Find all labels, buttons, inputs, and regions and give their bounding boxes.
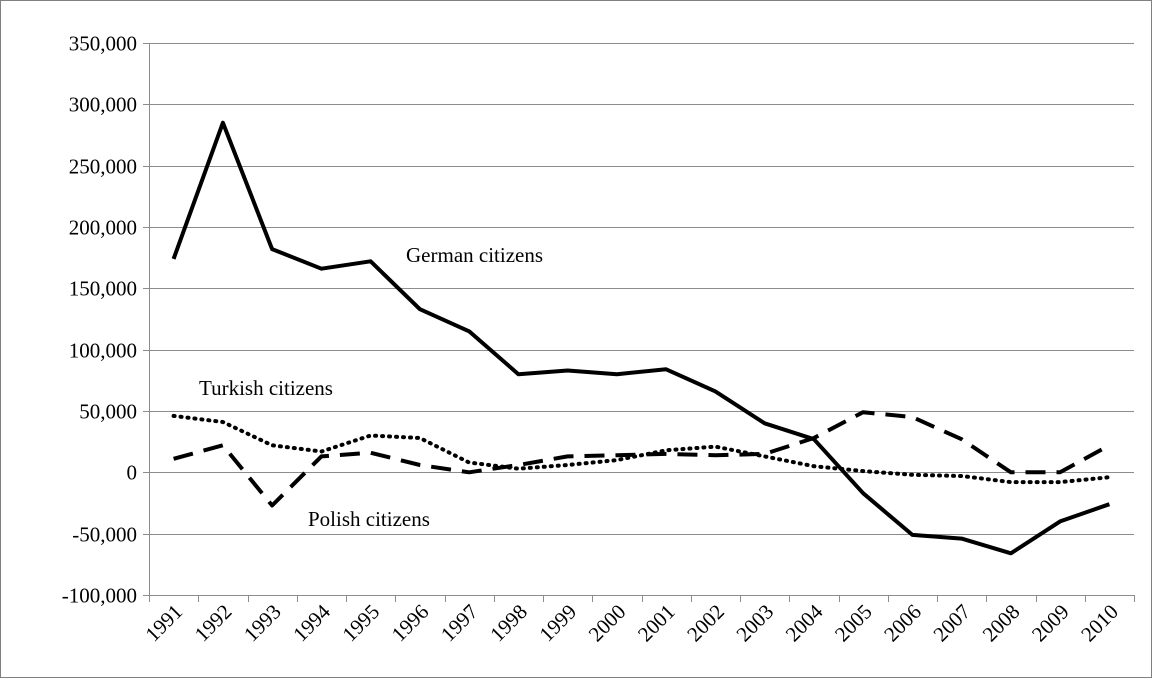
series-line-german-citizens [171, 120, 1111, 556]
series-line-polish-citizens [173, 410, 1111, 508]
annotation-polish-citizens: Polish citizens [308, 507, 430, 531]
y-tick-label: 350,000 [69, 32, 137, 56]
y-tick-label: -100,000 [62, 584, 137, 608]
y-tick-label: 200,000 [69, 216, 137, 240]
y-tick-label: 150,000 [69, 277, 137, 301]
annotation-german-citizens: German citizens [406, 243, 543, 267]
series-lines [171, 120, 1112, 556]
y-tick-label: 300,000 [69, 93, 137, 117]
y-tick-label: -50,000 [72, 523, 137, 547]
series-annotations: German citizens Turkish citizens Polish … [199, 243, 543, 531]
y-tick-label: 250,000 [69, 155, 137, 179]
y-tick-label: 50,000 [79, 400, 137, 424]
y-tick-label: 0 [127, 461, 138, 485]
gridlines [149, 43, 1134, 596]
annotation-turkish-citizens: Turkish citizens [199, 376, 333, 400]
series-line-turkish-citizens [171, 413, 1112, 485]
y-tick-label: 100,000 [69, 339, 137, 363]
